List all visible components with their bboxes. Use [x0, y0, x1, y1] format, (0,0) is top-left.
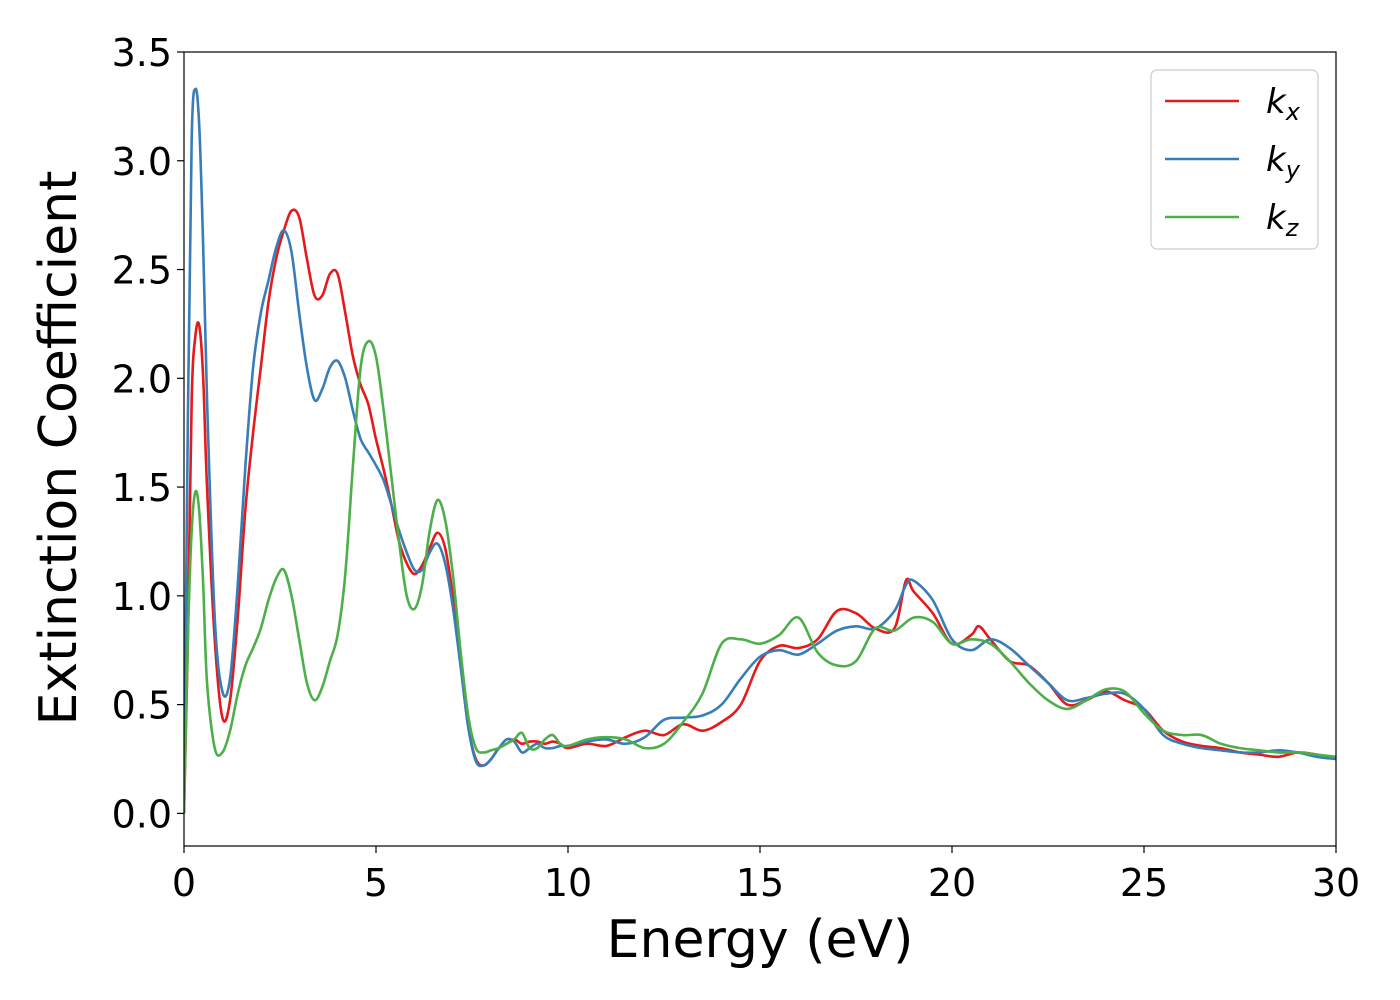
legend-label-base: k: [1266, 82, 1287, 122]
y-tick-label: 2.5: [112, 249, 172, 293]
legend-label-base: k: [1266, 198, 1287, 238]
series-line-kx: [184, 208, 1336, 814]
y-tick-label: 2.0: [112, 357, 172, 401]
y-tick-label: 3.5: [112, 31, 172, 75]
legend-label-subscript: y: [1285, 156, 1301, 184]
x-tick-label: 15: [736, 861, 784, 905]
x-axis-ticks: 0 5 10 15 20 25 30: [172, 846, 1360, 905]
y-tick-label: 0.5: [112, 684, 172, 728]
y-axis-title: Extinction Coefficient: [29, 171, 89, 726]
legend-label-ky: ky: [1266, 140, 1301, 184]
legend-label-base: k: [1266, 140, 1287, 180]
x-tick-label: 0: [172, 861, 196, 905]
y-axis-ticks: 0.0 0.5 1.0 1.5 2.0 2.5 3.0 3.5: [112, 31, 184, 836]
y-tick-label: 3.0: [112, 140, 172, 184]
legend-label-subscript: x: [1285, 98, 1301, 126]
x-axis-title: Energy (eV): [607, 910, 914, 970]
x-tick-label: 20: [928, 861, 976, 905]
y-tick-label: 1.5: [112, 466, 172, 510]
y-tick-label: 1.0: [112, 575, 172, 619]
legend-label-kx: kx: [1266, 82, 1301, 126]
x-tick-label: 5: [364, 861, 388, 905]
series-line-kz: [184, 339, 1336, 814]
x-tick-label: 10: [544, 861, 592, 905]
series-line-ky: [184, 87, 1336, 814]
y-tick-label: 0.0: [112, 792, 172, 836]
legend-label-subscript: z: [1285, 214, 1300, 242]
x-tick-label: 25: [1120, 861, 1168, 905]
series-layer: [184, 87, 1336, 814]
x-tick-label: 30: [1312, 861, 1360, 905]
legend-label-kz: kz: [1266, 198, 1300, 242]
